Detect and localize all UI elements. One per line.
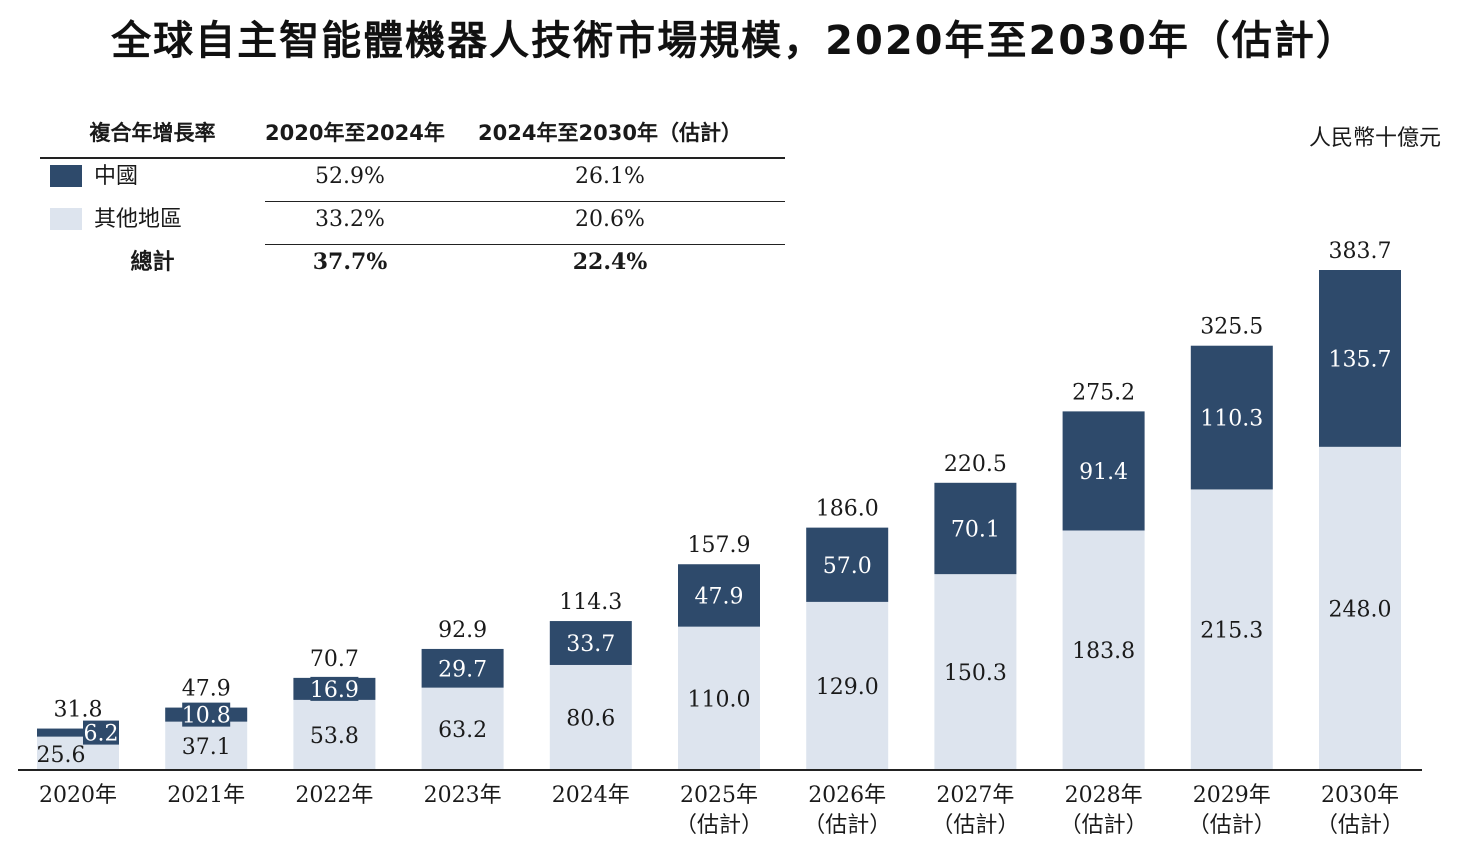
- category-label: 2023年: [424, 783, 502, 808]
- china-label-box: [182, 702, 231, 727]
- cagr-header-period-2: 2024年至2030年（估計）: [478, 121, 742, 145]
- value-label-other: 215.3: [1200, 619, 1263, 644]
- cagr-total-p2: 22.4%: [572, 249, 648, 275]
- category-label: （估計）: [675, 813, 763, 838]
- total-label: 186.0: [816, 497, 879, 522]
- total-label: 275.2: [1072, 380, 1135, 405]
- cagr-china-p1: 52.9%: [315, 164, 385, 189]
- value-label-other: 25.6: [37, 743, 86, 768]
- cagr-row-rule-2: [265, 244, 785, 245]
- value-label-china: 16.9: [310, 678, 359, 703]
- total-label: 220.5: [944, 452, 1007, 477]
- category-label: 2025年: [680, 783, 758, 808]
- value-label-china: 6.2: [84, 722, 119, 747]
- category-label: （估計）: [1188, 813, 1276, 838]
- category-label: （估計）: [1060, 813, 1148, 838]
- bar-china: [37, 728, 119, 737]
- value-label-china: 70.1: [951, 517, 1000, 542]
- category-label: 2027年: [936, 783, 1014, 808]
- total-label: 383.7: [1329, 239, 1392, 264]
- cagr-total-label: 總計: [130, 250, 175, 275]
- category-label: （估計）: [931, 813, 1019, 838]
- cagr-row-total: 總計 37.7% 22.4%: [40, 241, 785, 284]
- value-label-other: 110.0: [688, 687, 751, 712]
- total-label: 92.9: [438, 618, 487, 643]
- bar-china: [549, 621, 632, 665]
- value-label-china: 47.9: [695, 584, 744, 609]
- value-label-other: 129.0: [816, 675, 879, 700]
- category-label: 2021年: [167, 783, 245, 808]
- cagr-header-row: 複合年增長率 2020年至2024年 2024年至2030年（估計）: [40, 112, 785, 155]
- category-label: （估計）: [803, 813, 891, 838]
- legend-other-label: 其他地區: [94, 207, 183, 232]
- bar-china: [421, 648, 504, 688]
- total-label: 157.9: [688, 533, 751, 558]
- bar-china: [806, 527, 889, 602]
- value-label-china: 10.8: [182, 704, 231, 729]
- value-label-other: 183.8: [1072, 639, 1135, 664]
- bar-other: [421, 687, 504, 770]
- bar-other: [1190, 489, 1273, 770]
- category-label: 2028年: [1065, 783, 1143, 808]
- total-label: 47.9: [182, 677, 231, 702]
- bar-other: [165, 721, 248, 770]
- cagr-other-p1: 33.2%: [315, 207, 385, 232]
- category-label: 2029年: [1193, 783, 1271, 808]
- legend-china-label: 中國: [94, 164, 139, 189]
- value-label-other: 53.8: [310, 724, 359, 749]
- bar-other: [678, 626, 760, 770]
- bar-other: [293, 699, 376, 770]
- legend-china: 中國: [40, 155, 265, 198]
- cagr-row-other: 其他地區 33.2% 20.6%: [40, 198, 785, 241]
- bar-china: [934, 482, 1017, 575]
- bar-china: [1319, 270, 1401, 447]
- category-label: 2030年: [1321, 783, 1399, 808]
- total-label: 114.3: [559, 590, 622, 615]
- cagr-china-p2: 26.1%: [575, 164, 645, 189]
- category-label: 2026年: [808, 783, 886, 808]
- cagr-header-period-1: 2020年至2024年: [265, 121, 445, 145]
- value-label-china: 57.0: [823, 554, 872, 579]
- other-swatch: [50, 208, 82, 230]
- cagr-row-rule-1: [265, 201, 785, 202]
- bar-other: [806, 601, 889, 770]
- cagr-header-rule: [40, 157, 785, 159]
- legend-other: 其他地區: [40, 198, 265, 241]
- china-label-box: [83, 720, 119, 745]
- bar-china: [1062, 411, 1145, 531]
- total-label: 325.5: [1200, 315, 1263, 340]
- unit-label: 人民幣十億元: [1308, 126, 1441, 151]
- bar-other: [1062, 530, 1145, 770]
- cagr-table: 複合年增長率 2020年至2024年 2024年至2030年（估計） 中國 52…: [40, 112, 785, 284]
- category-label: 2022年: [295, 783, 373, 808]
- total-label: 31.8: [54, 698, 103, 723]
- value-label-other: 80.6: [566, 706, 615, 731]
- china-swatch: [50, 165, 82, 187]
- cagr-header-label: 複合年增長率: [89, 121, 216, 145]
- value-label-other: 63.2: [438, 718, 487, 743]
- cagr-total-p1: 37.7%: [312, 249, 388, 275]
- cagr-row-china: 中國 52.9% 26.1%: [40, 155, 785, 198]
- bar-china: [678, 564, 760, 627]
- category-label: （估計）: [1316, 813, 1404, 838]
- category-label: 2020年: [39, 783, 117, 808]
- value-label-other: 150.3: [944, 661, 1007, 686]
- value-label-china: 91.4: [1079, 460, 1128, 485]
- bar-other: [1319, 446, 1401, 770]
- value-label-china: 29.7: [438, 657, 487, 682]
- value-label-other: 248.0: [1329, 597, 1392, 622]
- cagr-other-p2: 20.6%: [575, 207, 645, 232]
- total-label: 70.7: [310, 647, 359, 672]
- value-label-other: 37.1: [182, 735, 231, 760]
- bar-other: [549, 664, 632, 770]
- china-label-box: [310, 676, 359, 701]
- value-label-china: 33.7: [566, 632, 615, 657]
- chart-title: 全球自主智能體機器人技術市場規模，2020年至2030年（估計）: [111, 18, 1358, 64]
- value-label-china: 110.3: [1200, 407, 1263, 432]
- category-label: 2024年: [552, 783, 630, 808]
- bar-china: [1190, 345, 1273, 490]
- value-label-china: 135.7: [1329, 347, 1392, 372]
- bar-other: [934, 574, 1017, 770]
